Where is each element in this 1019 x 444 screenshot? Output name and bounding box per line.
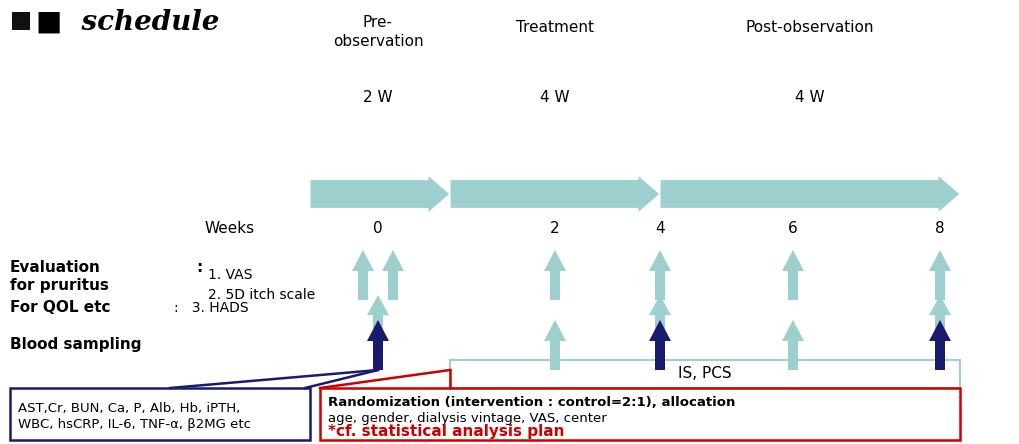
Polygon shape <box>788 271 797 300</box>
Text: 8: 8 <box>934 221 944 235</box>
Polygon shape <box>367 320 388 341</box>
Polygon shape <box>654 271 664 300</box>
Polygon shape <box>782 250 803 271</box>
Polygon shape <box>543 250 566 271</box>
Polygon shape <box>387 271 397 300</box>
Polygon shape <box>449 175 659 213</box>
Bar <box>12 12 30 30</box>
Text: Randomization (intervention : control=2:1), allocation: Randomization (intervention : control=2:… <box>328 396 735 409</box>
Text: Weeks: Weeks <box>205 221 255 235</box>
Text: For QOL etc: For QOL etc <box>10 301 110 316</box>
Polygon shape <box>654 315 664 343</box>
Bar <box>449 360 959 388</box>
Text: WBC, hsCRP, IL-6, TNF-α, β2MG etc: WBC, hsCRP, IL-6, TNF-α, β2MG etc <box>18 418 251 431</box>
Text: :   3. HADS: : 3. HADS <box>174 301 249 315</box>
Text: 2: 2 <box>549 221 559 235</box>
Polygon shape <box>928 250 950 271</box>
Polygon shape <box>934 271 944 300</box>
Polygon shape <box>928 320 950 341</box>
Text: IS, PCS: IS, PCS <box>678 366 731 381</box>
Text: 4 W: 4 W <box>795 90 824 105</box>
Text: Pre-
observation: Pre- observation <box>332 15 423 48</box>
Text: Blood sampling: Blood sampling <box>10 337 142 353</box>
Polygon shape <box>654 341 664 370</box>
Text: ■  schedule: ■ schedule <box>36 8 219 36</box>
Polygon shape <box>352 250 374 271</box>
Polygon shape <box>373 315 382 343</box>
Text: 4: 4 <box>654 221 664 235</box>
Polygon shape <box>373 341 382 370</box>
Polygon shape <box>367 295 388 315</box>
Polygon shape <box>310 175 449 213</box>
Bar <box>10 388 310 440</box>
Text: 0: 0 <box>373 221 382 235</box>
Text: 1. VAS: 1. VAS <box>208 268 253 282</box>
Polygon shape <box>659 175 959 213</box>
Text: 4 W: 4 W <box>540 90 570 105</box>
Polygon shape <box>648 250 671 271</box>
Polygon shape <box>788 341 797 370</box>
Polygon shape <box>648 320 671 341</box>
Polygon shape <box>543 320 566 341</box>
Bar <box>320 388 959 440</box>
Text: Evaluation: Evaluation <box>10 260 101 275</box>
Text: :: : <box>196 260 202 275</box>
Polygon shape <box>934 315 944 343</box>
Text: *cf. statistical analysis plan: *cf. statistical analysis plan <box>328 424 564 439</box>
Polygon shape <box>782 320 803 341</box>
Polygon shape <box>549 341 559 370</box>
Text: 2 W: 2 W <box>363 90 392 105</box>
Polygon shape <box>928 295 950 315</box>
Polygon shape <box>934 341 944 370</box>
Text: age, gender, dialysis vintage, VAS, center: age, gender, dialysis vintage, VAS, cent… <box>328 412 606 425</box>
Text: Post-observation: Post-observation <box>745 20 873 35</box>
Text: AST,Cr, BUN, Ca, P, Alb, Hb, iPTH,: AST,Cr, BUN, Ca, P, Alb, Hb, iPTH, <box>18 402 240 415</box>
Polygon shape <box>648 295 671 315</box>
Polygon shape <box>549 271 559 300</box>
Text: Treatment: Treatment <box>516 20 593 35</box>
Polygon shape <box>382 250 404 271</box>
Text: 2. 5D itch scale: 2. 5D itch scale <box>208 288 315 302</box>
Text: 6: 6 <box>788 221 797 235</box>
Polygon shape <box>358 271 368 300</box>
Text: for pruritus: for pruritus <box>10 278 109 293</box>
